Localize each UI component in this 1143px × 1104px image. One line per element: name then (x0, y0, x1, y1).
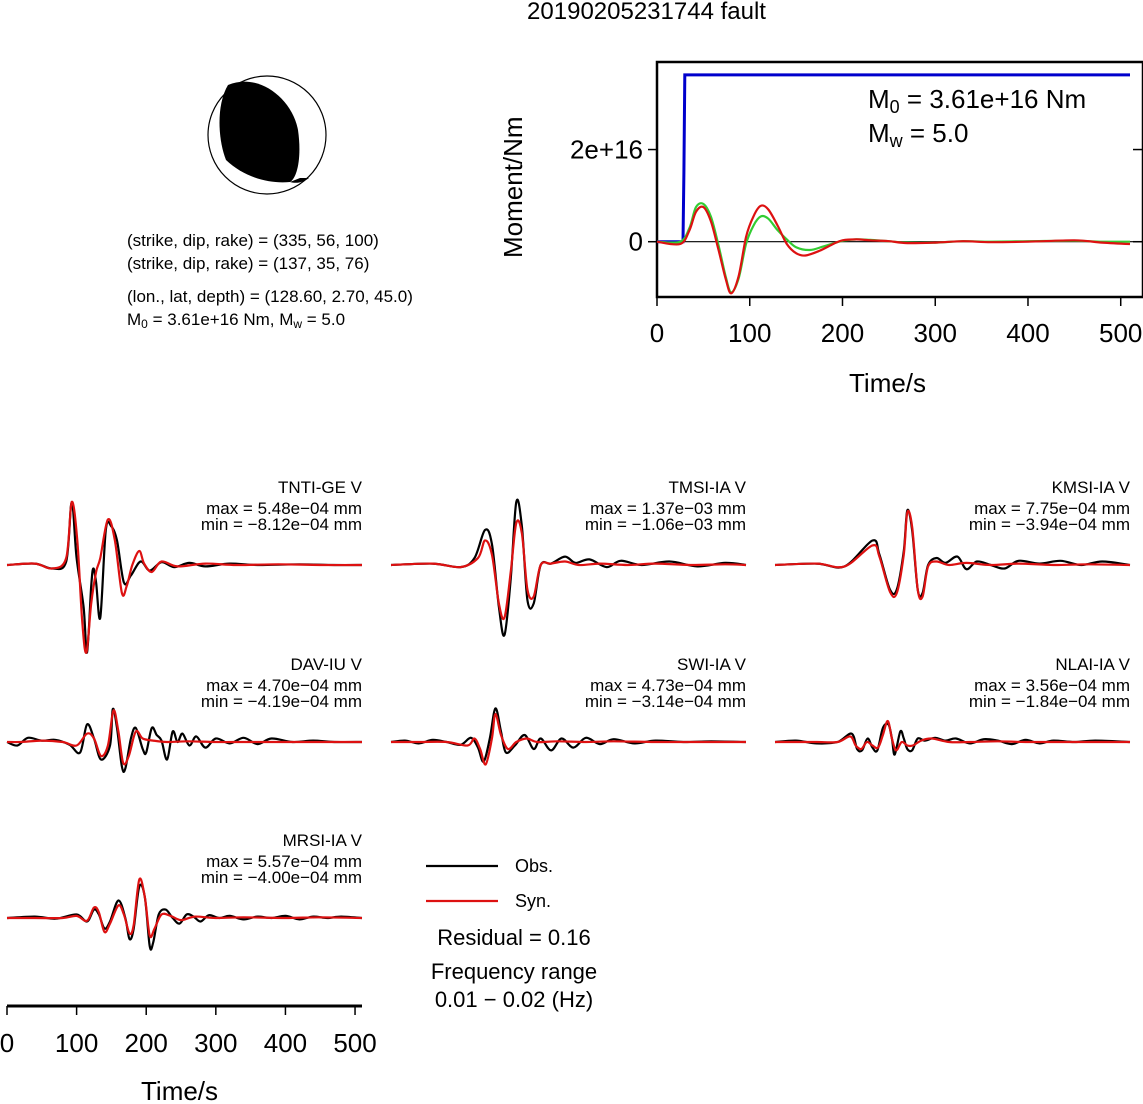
moment-text: M0 = 3.61e+16 Nm, Mw = 5.0 (127, 309, 345, 335)
synthetic-waveform (774, 509, 1131, 601)
stf-x-tick-label: 500 (1099, 318, 1142, 348)
station-max: max = 4.70e−04 mm (206, 676, 362, 695)
station-min: min = −3.94e−04 mm (969, 515, 1130, 534)
stf-x-tick-label: 200 (821, 318, 864, 348)
stf-obs-rate-line (656, 202, 1131, 294)
station-name: TMSI-IA V (669, 478, 747, 497)
stf-mw-label: Mw = 5.0 (868, 118, 968, 152)
synthetic-waveform (6, 709, 362, 766)
stf-m0-label: M0 = 3.61e+16 Nm (868, 84, 1086, 118)
station-max: max = 5.48e−04 mm (206, 499, 362, 518)
synthetic-waveform (774, 719, 1130, 752)
synthetic-waveform (7, 877, 363, 939)
synthetic-waveform (390, 519, 747, 621)
stf-x-axis-title: Time/s (849, 368, 927, 398)
beachball (207, 75, 327, 195)
waveform-x-tick-label: 200 (125, 1028, 168, 1058)
stf-mw-value: = 5.0 (902, 118, 969, 148)
station-name: NLAI-IA V (1055, 655, 1130, 674)
station-name: DAV-IU V (291, 655, 363, 674)
waveform-x-tick-label: 500 (333, 1028, 376, 1058)
stf-plot-frame (655, 60, 1143, 299)
station-min: min = −3.14e−04 mm (585, 692, 746, 711)
station-min: min = −4.00e−04 mm (201, 868, 362, 887)
plane2-text: (strike, dip, rake) = (137, 35, 76) (127, 254, 370, 273)
stf-y-axis-title: Moment/Nm (498, 116, 528, 258)
stf-mw-prefix: M (868, 118, 890, 148)
synthetic-waveform (6, 500, 363, 654)
stf-syn-rate-line (656, 204, 1131, 295)
station-min: min = −4.19e−04 mm (201, 692, 362, 711)
plane1-text: (strike, dip, rake) = (335, 56, 100) (127, 231, 379, 250)
stf-x-tick-label: 400 (1006, 318, 1049, 348)
figure-title: 20190205231744 fault (527, 0, 766, 25)
station-max: max = 1.37e−03 mm (590, 499, 746, 518)
waveform-x-tick-label: 300 (194, 1028, 237, 1058)
stf-m0-prefix: M (868, 84, 890, 114)
location-text: (lon., lat, depth) = (128.60, 2.70, 45.0… (127, 287, 413, 306)
moment-prefix: M (127, 310, 142, 329)
waveform-x-tick-label: 100 (55, 1028, 98, 1058)
waveform-x-tick-label: 400 (264, 1028, 307, 1058)
stf-y-tick-label: 0 (629, 227, 643, 257)
stf-m0-value: = 3.61e+16 Nm (899, 84, 1087, 114)
observed-waveform (774, 722, 1131, 756)
stf-mw-sub: w (889, 131, 903, 151)
beachball-compressional-sliver (290, 178, 309, 183)
waveform-x-tick-label: 0 (0, 1028, 14, 1058)
mw-value: = 5.0 (302, 310, 346, 329)
station-min: min = −8.12e−04 mm (201, 515, 362, 534)
station-max: max = 3.56e−04 mm (974, 676, 1130, 695)
station-max: max = 4.73e−04 mm (590, 676, 746, 695)
moment-value: = 3.61e+16 Nm, M (147, 310, 294, 329)
station-name: KMSI-IA V (1052, 478, 1131, 497)
station-max: max = 7.75e−04 mm (974, 499, 1130, 518)
legend-syn-label: Syn. (515, 891, 552, 911)
beachball-compressional-lobe (219, 81, 300, 183)
stf-x-tick-label: 100 (728, 318, 771, 348)
station-name: TNTI-GE V (278, 478, 363, 497)
observed-waveform (390, 707, 747, 763)
mw-sub: w (293, 317, 303, 331)
residual-text: Residual = 0.16 (437, 925, 591, 950)
frequency-range: 0.01 − 0.02 (Hz) (434, 987, 594, 1012)
stf-m0-sub: 0 (889, 97, 900, 117)
legend-obs-label: Obs. (515, 856, 554, 876)
station-name: SWI-IA V (677, 655, 747, 674)
station-min: min = −1.06e−03 mm (585, 515, 746, 534)
station-name: MRSI-IA V (283, 831, 363, 850)
moment-sub: 0 (141, 317, 148, 331)
frequency-title: Frequency range (430, 959, 598, 984)
moment-rate-chart: 0 100 200 300 400 500 0 2e+16 (570, 60, 1143, 348)
stf-x-tick-label: 300 (914, 318, 957, 348)
stf-x-tick-label: 0 (650, 318, 664, 348)
station-max: max = 5.57e−04 mm (206, 852, 362, 871)
synthetic-waveform (390, 712, 746, 766)
station-min: min = −1.84e−04 mm (969, 692, 1130, 711)
waveform-x-axis-title: Time/s (141, 1076, 219, 1104)
stf-y-tick-label: 2e+16 (570, 135, 643, 165)
